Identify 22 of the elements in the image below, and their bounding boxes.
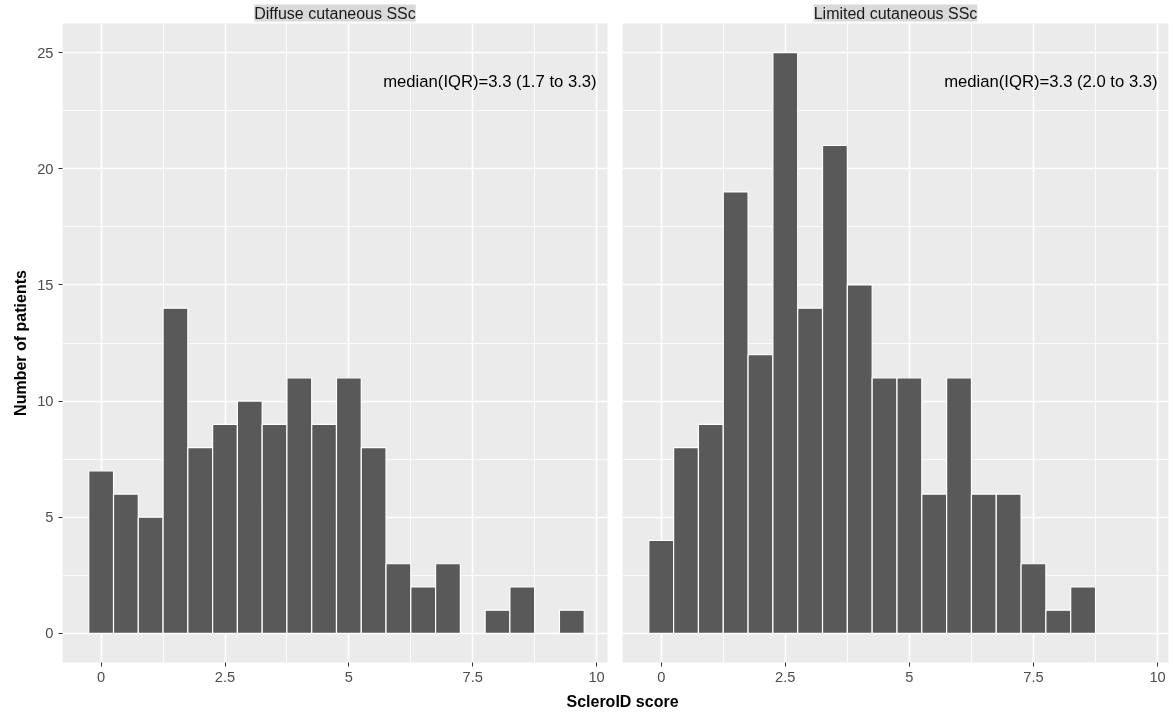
- x-tick-label: 2.5: [775, 668, 796, 685]
- y-tick-label: 0: [45, 625, 54, 642]
- x-tick-label: 10: [588, 668, 605, 685]
- chart-title: Diffuse cutaneous SSc: [254, 4, 416, 22]
- annotation: median(IQR)=3.3 (1.7 to 3.3): [383, 71, 597, 91]
- x-tick-label: 0: [97, 668, 106, 685]
- chart-title: Limited cutaneous SSc: [813, 4, 978, 22]
- x-axis-title: ScleroID score: [565, 692, 680, 712]
- x-tick-label: 7.5: [462, 668, 483, 685]
- x-tick-label: 7.5: [1023, 668, 1044, 685]
- x-tick-label: 10: [1149, 668, 1166, 685]
- x-tick-label: 0: [657, 668, 666, 685]
- y-tick-label: 15: [37, 276, 54, 293]
- y-tick-label: 25: [37, 44, 54, 61]
- x-tick-label: 5: [905, 668, 914, 685]
- y-axis-title: Number of patients: [12, 270, 30, 416]
- annotation: median(IQR)=3.3 (2.0 to 3.3): [944, 71, 1158, 91]
- y-tick-label: 5: [45, 509, 54, 526]
- y-tick-label: 20: [37, 160, 54, 177]
- x-tick-label: 5: [344, 668, 353, 685]
- y-tick-label: 10: [37, 393, 54, 410]
- x-tick-label: 2.5: [214, 668, 236, 685]
